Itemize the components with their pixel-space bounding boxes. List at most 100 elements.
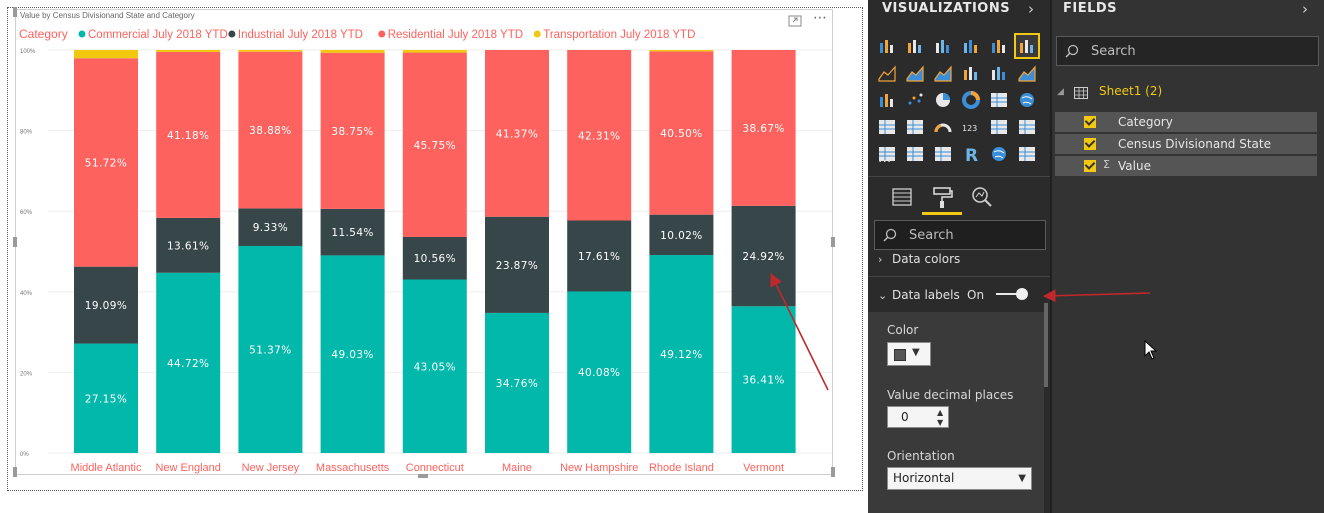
resize-handle-left[interactable] [13, 237, 17, 247]
data-label: 51.72% [85, 157, 127, 169]
chevron-right-icon[interactable]: › [1302, 0, 1308, 18]
legend-marker [228, 30, 236, 38]
collapse-triangle-icon[interactable]: ◢ [1057, 87, 1064, 97]
field-item-value[interactable]: Σ Value [1055, 156, 1317, 176]
line-clustered-chart-icon[interactable] [988, 62, 1010, 84]
y-tick-label: 20% [20, 371, 33, 377]
format-search-input[interactable]: Search [874, 220, 1046, 250]
data-label: 38.88% [249, 125, 291, 137]
decimal-places-value: 0 [901, 410, 909, 424]
color-picker[interactable]: ▼ [887, 342, 931, 366]
bar-segment [649, 51, 714, 215]
data-label: 49.12% [660, 349, 702, 361]
ribbon-chart-icon[interactable] [1016, 62, 1038, 84]
data-labels-section[interactable]: ⌄ Data labels On [868, 288, 1050, 302]
stacked-area-chart-icon[interactable] [932, 62, 954, 84]
stacked-column-chart-icon[interactable] [904, 35, 926, 57]
data-label: 51.37% [249, 344, 291, 356]
bar-segment [567, 291, 632, 453]
x-category-label: New Hampshire [560, 462, 638, 474]
data-label: 13.61% [167, 240, 209, 252]
section-divider [868, 276, 1050, 277]
resize-handle-bottom-right[interactable] [831, 467, 835, 477]
data-colors-section[interactable]: › Data colors [868, 252, 1050, 266]
checkbox[interactable] [1084, 160, 1096, 172]
donut-chart-icon[interactable] [960, 89, 982, 111]
100-bar-chart-icon[interactable] [988, 35, 1010, 57]
fields-search-placeholder: Search [1091, 44, 1136, 59]
bar-segment [74, 266, 138, 344]
line-chart-icon[interactable] [876, 62, 898, 84]
data-label: 41.18% [167, 130, 209, 142]
bar-segment [74, 58, 138, 267]
bar-segment [320, 52, 385, 209]
more-visuals-button[interactable]: ... [878, 150, 892, 166]
fields-search-input[interactable]: Search [1056, 36, 1319, 66]
pane-divider [868, 176, 1050, 177]
clustered-bar-chart-icon[interactable] [932, 35, 954, 57]
bar-segment [156, 51, 221, 218]
format-paint-roller-icon[interactable] [929, 184, 955, 212]
svg-text:123: 123 [962, 124, 977, 133]
custom-chart-icon[interactable] [1016, 143, 1038, 165]
r-script-chart-icon[interactable]: R [960, 143, 982, 166]
stepper-down-icon[interactable]: ▼ [937, 418, 944, 427]
stacked-bar-chart-icon[interactable] [876, 35, 898, 57]
clustered-column-chart-icon[interactable] [960, 35, 982, 57]
decimal-places-stepper[interactable]: 0 ▲ ▼ [887, 406, 949, 428]
waterfall-chart-icon[interactable] [876, 89, 898, 111]
legend-marker [378, 30, 386, 38]
bar-segment [320, 50, 385, 53]
line-column-chart-icon[interactable] [960, 62, 982, 84]
field-item-category[interactable]: Category [1055, 112, 1317, 132]
active-tab-indicator [922, 212, 962, 215]
data-label: 9.33% [253, 222, 288, 234]
map-chart-icon[interactable] [1016, 89, 1038, 111]
pane-splitter[interactable] [1050, 0, 1052, 513]
pane-scrollbar[interactable] [1044, 303, 1048, 387]
filled-map-chart-icon[interactable] [876, 116, 898, 138]
scatter-chart-icon[interactable] [904, 89, 926, 111]
data-label: 23.87% [496, 260, 538, 272]
table-icon [1074, 87, 1088, 99]
field-item-census-division[interactable]: Census Divisionand State [1055, 134, 1317, 154]
fields-pane: FIELDS › [1052, 0, 1324, 513]
slicer-chart-icon[interactable] [876, 143, 898, 165]
table-name[interactable]: Sheet1 (2) [1099, 84, 1163, 98]
focus-mode-icon[interactable] [788, 15, 802, 27]
color-label: Color [887, 323, 919, 337]
fields-tab-icon[interactable] [889, 184, 915, 212]
bar-segment [649, 255, 714, 453]
matrix-chart-icon[interactable] [932, 143, 954, 165]
resize-handle-bottom-left[interactable] [13, 467, 17, 477]
checkbox[interactable] [1084, 116, 1096, 128]
checkbox[interactable] [1084, 138, 1096, 150]
gauge-chart-icon[interactable] [932, 116, 954, 138]
pie-chart-icon[interactable] [932, 89, 954, 111]
area-chart-icon[interactable] [904, 62, 926, 84]
card-chart-icon[interactable]: 123 [960, 116, 982, 138]
more-options-icon[interactable]: ⋯ [813, 10, 828, 26]
data-labels-toggle[interactable] [996, 286, 1030, 302]
globe-chart-icon[interactable] [988, 143, 1010, 165]
x-category-label: Connecticut [406, 462, 464, 474]
resize-handle-bottom[interactable] [418, 474, 428, 478]
table-chart-icon[interactable] [904, 143, 926, 165]
x-category-label: Rhode Island [649, 462, 714, 474]
chevron-down-icon: ⌄ [878, 289, 888, 302]
stepper-up-icon[interactable]: ▲ [937, 408, 944, 417]
y-tick-label: 80% [20, 130, 33, 136]
treemap-chart-icon[interactable] [988, 89, 1010, 111]
stacked-column-visual[interactable]: Value by Census Divisionand State and Ca… [15, 9, 833, 475]
multi-row-card-chart-icon[interactable] [988, 116, 1010, 138]
resize-handle-top-left[interactable] [13, 7, 17, 17]
kpi-chart-icon[interactable] [1016, 116, 1038, 138]
100-column-chart-icon[interactable] [1014, 33, 1040, 59]
resize-handle-right[interactable] [831, 237, 835, 247]
analytics-magnifier-icon[interactable] [969, 184, 995, 212]
funnel-chart-icon[interactable] [904, 116, 926, 138]
orientation-select[interactable]: Horizontal ▼ [887, 467, 1032, 490]
chevron-right-icon[interactable]: › [1028, 0, 1034, 18]
y-tick-label: 60% [20, 210, 33, 216]
